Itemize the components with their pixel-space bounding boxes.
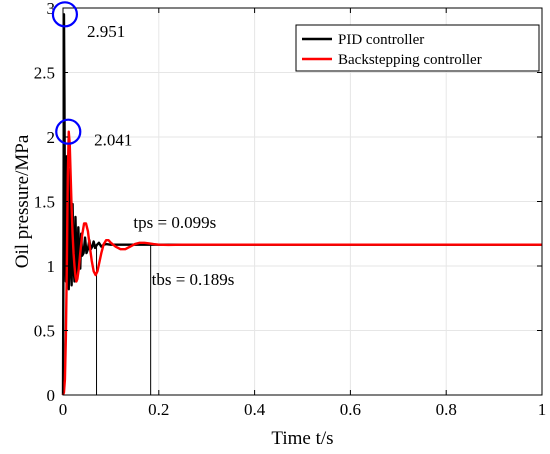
x-tick-label: 0 <box>59 400 68 419</box>
annotations: 2.951 2.041 tps = 0.099s tbs = 0.189s <box>51 1 235 289</box>
legend-entry: Backstepping controller <box>338 52 482 68</box>
legend-box <box>295 24 540 72</box>
y-tick-label: 0.5 <box>34 322 55 341</box>
axis-ticks: 0 0.2 0.4 0.6 0.8 1 0 0.5 1 1.5 2 2.5 3 <box>34 0 547 419</box>
x-tick-label: 0.2 <box>148 400 169 419</box>
grid-lines <box>62 7 543 396</box>
x-axis-label: Time t/s <box>271 428 333 449</box>
y-tick-label: 3 <box>47 0 56 18</box>
annotation-label: tbs = 0.189s <box>152 270 235 289</box>
x-tick-label: 0.8 <box>436 400 457 419</box>
x-tick-label: 0.4 <box>244 400 266 419</box>
peak-marker-circle <box>55 118 82 145</box>
x-tick-label: 0.6 <box>340 400 361 419</box>
annotation-label: 2.041 <box>94 131 132 150</box>
y-tick-label: 2.5 <box>34 64 55 83</box>
annotation-label: 2.951 <box>87 22 125 41</box>
y-tick-label: 1 <box>47 257 56 276</box>
y-axis-label: Oil pressure/MPa <box>12 134 33 268</box>
annotation-label: tps = 0.099s <box>133 213 216 232</box>
series-line-backstepping <box>61 130 542 396</box>
y-tick-label: 1.5 <box>34 193 55 212</box>
legend-entry: PID controller <box>338 32 424 48</box>
y-tick-label: 0 <box>47 386 56 405</box>
legend: PID controller Backstepping controller <box>295 24 540 72</box>
plot-area <box>61 13 542 396</box>
x-tick-label: 1 <box>538 400 547 419</box>
y-tick-label: 2 <box>47 128 56 147</box>
peak-marker-circle <box>51 1 79 28</box>
